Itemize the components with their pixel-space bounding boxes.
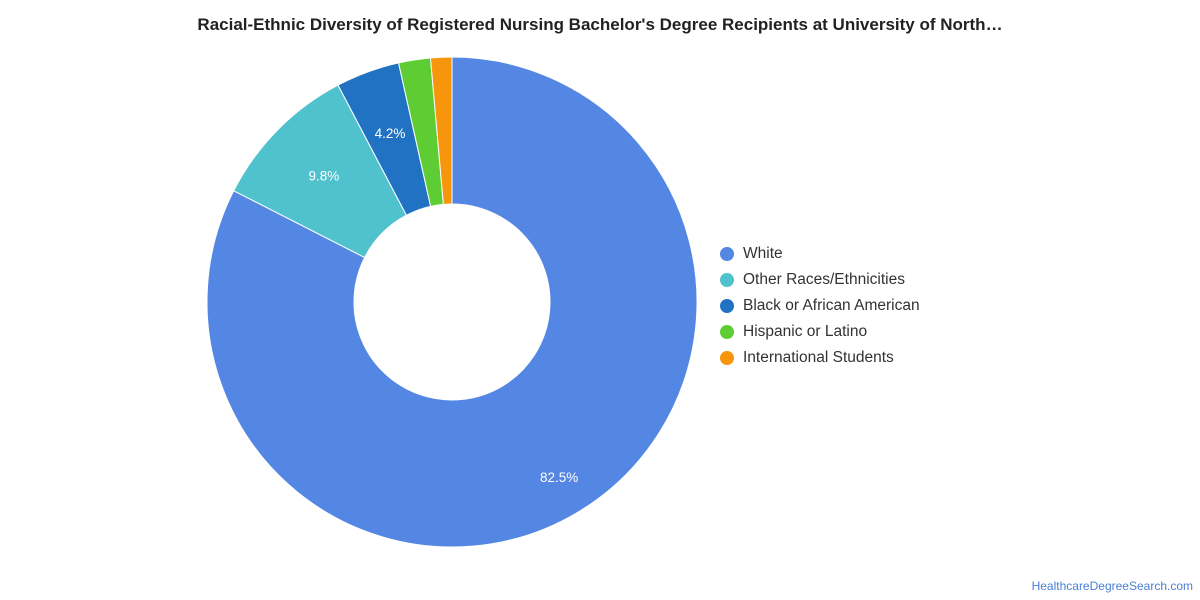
- legend: White Other Races/Ethnicities Black or Afr…: [720, 241, 920, 371]
- slice-data-label: 9.8%: [309, 169, 340, 184]
- legend-label: International Students: [743, 349, 894, 366]
- chart-title: Racial-Ethnic Diversity of Registered Nu…: [197, 15, 1003, 34]
- legend-item[interactable]: International Students: [720, 345, 920, 371]
- slice-international-students[interactable]: [429, 56, 453, 205]
- legend-swatch-icon: [720, 325, 734, 339]
- legend-item[interactable]: Other Races/Ethnicities: [720, 267, 920, 293]
- legend-swatch-icon: [720, 351, 734, 365]
- legend-label: Black or African American: [743, 297, 920, 314]
- source-link[interactable]: HealthcareDegreeSearch.com: [1031, 579, 1193, 593]
- legend-swatch-icon: [720, 299, 734, 313]
- slice-data-label: 4.2%: [375, 126, 406, 141]
- legend-swatch-icon: [720, 273, 734, 287]
- legend-item[interactable]: Hispanic or Latino: [720, 319, 920, 345]
- slice-white[interactable]: [206, 56, 698, 548]
- legend-label: Other Races/Ethnicities: [743, 271, 905, 288]
- legend-label: White: [743, 245, 783, 262]
- legend-swatch-icon: [720, 247, 734, 261]
- legend-item[interactable]: Black or African American: [720, 293, 920, 319]
- legend-label: Hispanic or Latino: [743, 323, 868, 340]
- slice-data-label: 82.5%: [540, 470, 578, 485]
- legend-item[interactable]: White: [720, 241, 920, 267]
